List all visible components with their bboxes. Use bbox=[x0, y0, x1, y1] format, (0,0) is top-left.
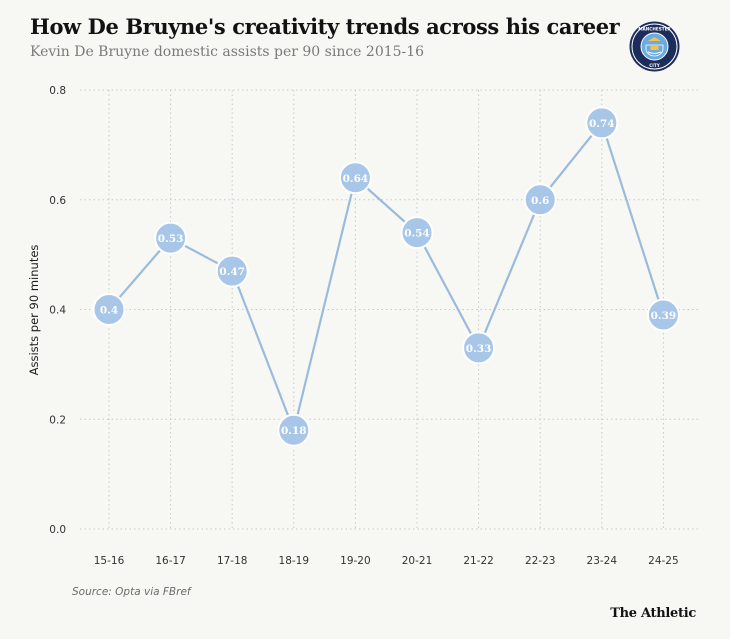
manchester-city-crest-icon: MANCHESTER CITY bbox=[629, 21, 680, 72]
data-label: 0.33 bbox=[466, 343, 492, 355]
series-line bbox=[108, 121, 665, 432]
x-tick-label: 19-20 bbox=[340, 555, 371, 567]
y-tick-label: 0.6 bbox=[49, 195, 66, 207]
x-tick-label: 23-24 bbox=[587, 555, 618, 567]
y-tick-label: 0.8 bbox=[49, 85, 66, 97]
data-label: 0.47 bbox=[219, 266, 245, 278]
chart-title: How De Bruyne's creativity trends across… bbox=[30, 14, 620, 39]
data-point bbox=[215, 254, 249, 288]
data-point bbox=[277, 413, 311, 447]
data-label: 0.53 bbox=[158, 233, 184, 245]
x-tick-label: 16-17 bbox=[155, 555, 186, 567]
chart-subtitle: Kevin De Bruyne domestic assists per 90 … bbox=[30, 44, 425, 60]
data-point bbox=[400, 216, 434, 250]
brand-logo: The Athletic bbox=[610, 606, 696, 621]
y-tick-label: 0.2 bbox=[49, 414, 66, 426]
x-tick-label: 18-19 bbox=[279, 555, 310, 567]
data-label: 0.64 bbox=[343, 173, 369, 185]
x-tick-label: 17-18 bbox=[217, 555, 248, 567]
data-point bbox=[338, 161, 372, 195]
data-label: 0.54 bbox=[404, 228, 430, 240]
data-point bbox=[462, 331, 496, 365]
data-point bbox=[92, 293, 126, 326]
y-tick-label: 0.0 bbox=[49, 524, 66, 536]
data-label: 0.6 bbox=[531, 195, 549, 207]
data-point bbox=[585, 106, 619, 140]
data-label: 0.39 bbox=[651, 310, 677, 322]
x-tick-label: 20-21 bbox=[402, 555, 433, 567]
source-note: Source: Opta via FBref bbox=[72, 586, 191, 598]
y-tick-label: 0.4 bbox=[49, 305, 66, 317]
y-axis-label: Assists per 90 minutes bbox=[27, 245, 41, 376]
x-tick-label: 15-16 bbox=[94, 555, 125, 567]
logo-bottom-text: CITY bbox=[649, 63, 660, 68]
data-label: 0.18 bbox=[281, 425, 307, 437]
x-tick-label: 24-25 bbox=[648, 555, 679, 567]
logo-top-text: MANCHESTER bbox=[638, 27, 671, 32]
x-tick-label: 22-23 bbox=[525, 555, 556, 567]
data-point bbox=[646, 298, 680, 332]
data-label: 0.74 bbox=[589, 118, 615, 130]
x-tick-label: 21-22 bbox=[463, 555, 494, 567]
data-label: 0.4 bbox=[100, 305, 118, 317]
data-point bbox=[523, 183, 557, 217]
data-point bbox=[154, 221, 188, 255]
